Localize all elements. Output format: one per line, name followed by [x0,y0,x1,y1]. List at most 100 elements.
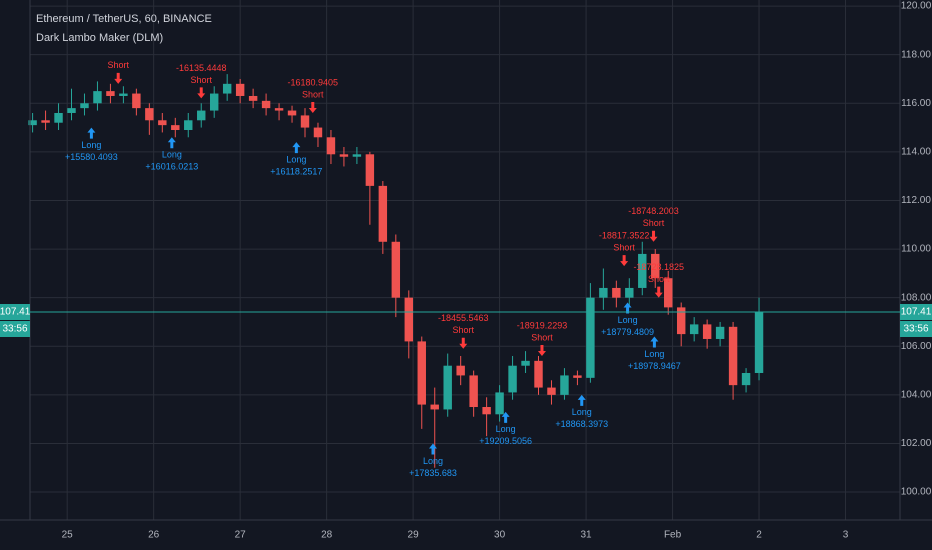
candle-body [443,365,452,410]
y-tick-label: 106.00 [901,341,932,352]
candle-body [508,365,517,393]
candle-body [599,287,608,298]
candle-body [664,278,673,308]
candle-body [741,372,751,386]
candle-body [754,312,764,373]
candle-body [67,108,76,113]
long-arrow [292,142,301,154]
short-arrow [537,344,546,356]
signal-value: +15580.4093 [65,152,118,162]
candle-body [378,185,388,242]
candle-body [313,127,323,138]
y-tick-label: 120.00 [901,1,932,12]
candle-body [521,360,530,366]
price-tag-label: 107.41 [901,307,932,318]
short-arrow [620,255,629,267]
x-tick-label: 2 [756,530,762,541]
signal-label: Short [648,274,670,284]
long-arrow [650,336,659,348]
chart-title: Ethereum / TetherUS, 60, BINANCE [36,13,212,25]
candle-body [625,287,634,298]
candle-body [287,110,297,116]
indicator-name: Dark Lambo Maker (DLM) [36,32,163,44]
countdown-tag [0,321,30,337]
signal-value: +18868.3973 [555,419,608,429]
signal-label: Long [162,150,182,160]
y-tick-label: 108.00 [901,292,932,303]
signal-label: Short [643,218,665,228]
candle-body [222,83,232,94]
x-tick-label: 25 [62,530,74,541]
candle-body [235,83,245,96]
short-arrow [114,72,123,84]
price-tag-label: 107.41 [0,307,31,318]
candle-body [547,387,556,395]
candle-body [274,108,284,111]
candle-body [495,392,504,415]
candle-body [689,324,699,335]
y-tick-label: 100.00 [901,487,932,498]
y-tick-label: 114.00 [901,147,931,158]
signal-label: Short [531,332,553,342]
x-tick-label: 27 [235,530,247,541]
signal-value: -18817.3522 [599,230,650,240]
short-arrow [654,286,663,298]
signal-label: Long [572,407,592,417]
short-arrow [649,230,658,242]
signal-value: -16180.9405 [288,77,339,87]
y-tick-label: 104.00 [901,390,932,401]
long-arrow [623,302,632,314]
long-arrow [429,443,438,455]
candle-body [248,95,258,101]
y-tick-label: 110.00 [901,244,931,255]
candle-body [339,154,349,157]
signal-value: -16135.4448 [176,63,227,73]
long-arrow [577,394,586,406]
signal-label: Short [302,89,324,99]
countdown-label: 33:56 [903,324,928,335]
candle-body [352,154,362,157]
signal-label: Long [423,456,443,466]
short-arrow [459,337,468,349]
signal-label: Long [286,155,306,165]
candle-body [456,365,465,376]
y-tick-label: 118.00 [901,49,931,60]
candle-body [728,326,738,386]
signal-label: Short [453,325,475,335]
candle-body [132,93,141,109]
candle-body [482,407,491,415]
signal-value: -18455.5463 [438,313,489,323]
candle-body [93,91,102,104]
short-arrow [197,87,206,99]
candle-body [573,375,582,378]
signal-value: +19209.5056 [479,436,532,446]
x-tick-label: 26 [148,530,160,541]
signal-value: -18748.2003 [628,206,679,216]
signal-value: -18728.1825 [633,262,684,272]
signal-label: Long [644,349,664,359]
long-arrow [501,411,510,423]
candle-body [326,137,336,155]
candle-body [560,375,569,395]
signal-label: Long [496,424,516,434]
x-tick-label: 30 [494,530,506,541]
candle-body [702,324,712,339]
short-arrow [308,101,317,113]
candle-body [158,120,167,126]
candle-body [145,108,154,121]
x-tick-label: 28 [321,530,333,541]
signal-value: +17835.683 [409,468,457,478]
candle-body [365,154,375,186]
candle-body [54,112,63,123]
signal-value: +18779.4809 [601,327,654,337]
signal-label: Short [613,242,635,252]
y-tick-label: 112.00 [901,195,931,206]
y-tick-label: 102.00 [901,438,932,449]
signal-value: +16118.2517 [270,167,322,177]
signal-label: Long [618,315,638,325]
signal-label: Short [107,60,129,70]
candle-body [715,326,725,339]
candle-body [586,297,595,378]
